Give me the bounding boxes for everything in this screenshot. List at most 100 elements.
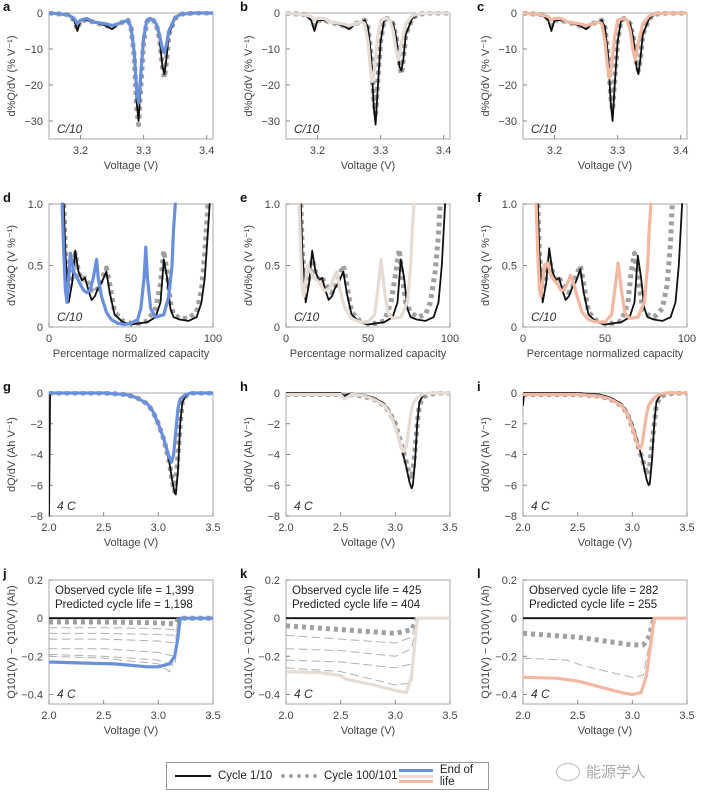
y-tick-label: −6 xyxy=(267,480,280,492)
series-group xyxy=(534,202,683,326)
x-tick-label: 0 xyxy=(520,333,526,345)
panel-letter: j xyxy=(2,566,7,581)
series-line-intermediate xyxy=(49,617,181,657)
y-tick-label: 0 xyxy=(511,8,517,20)
panel-letter: f xyxy=(477,190,482,205)
rate-label: C/10 xyxy=(294,122,320,136)
y-tick-label: 1.0 xyxy=(265,199,280,211)
x-axis-label: Voltage (V) xyxy=(578,537,632,549)
y-tick-label: −0.2 xyxy=(258,651,280,663)
y-tick-label: 0 xyxy=(511,388,517,400)
plot-frame xyxy=(48,392,214,517)
y-tick-label: −0.4 xyxy=(21,689,43,701)
rate-label: 4 C xyxy=(57,499,76,513)
x-tick-label: 50 xyxy=(362,333,374,345)
series-line-end-of-life xyxy=(523,616,687,697)
y-tick-label: 0 xyxy=(37,613,43,625)
x-tick-label: 0 xyxy=(46,333,52,345)
series-group xyxy=(49,391,213,517)
series-line-intermediate xyxy=(49,617,181,644)
wechat-bubble-icon xyxy=(556,762,580,781)
y-axis-label: Q101(V) − Q10(V) (Ah) xyxy=(243,585,255,698)
series-group xyxy=(286,616,450,695)
rate-label: C/10 xyxy=(294,310,320,324)
annotation-text: Predicted cycle life = 255 xyxy=(529,599,657,611)
x-tick-label: 3.0 xyxy=(151,522,166,534)
series-line-cycle-1-10 xyxy=(523,12,687,122)
legend: Cycle 1/10 Cycle 100/101 End of life xyxy=(166,762,489,790)
y-tick-label: 0.5 xyxy=(265,261,280,273)
x-tick-label: 3.5 xyxy=(205,522,220,534)
series-line-intermediate xyxy=(49,617,181,636)
series-group xyxy=(523,11,687,122)
panel-d: d 0 50 100 0 0.5 1.0 Percentage normalized capa… xyxy=(3,190,222,360)
y-tick-label: −4 xyxy=(504,450,517,462)
annotation-text: Observed cycle life = 425 xyxy=(292,585,421,597)
y-tick-label: −0.2 xyxy=(495,651,517,663)
y-tick-label: −4 xyxy=(30,450,43,462)
x-tick-label: 2.5 xyxy=(333,522,348,534)
y-tick-label: −20 xyxy=(24,80,43,92)
x-tick-label: 3.3 xyxy=(136,145,151,157)
y-axis-label: dV/d%Q (V %⁻¹) xyxy=(6,225,18,306)
panel-i: i 2.0 2.5 3.0 3.5 0 −2 −4 −6 −8 Voltage (V) dQ/dV (… xyxy=(477,379,695,549)
y-tick-label: −2 xyxy=(504,419,517,431)
y-tick-label: −8 xyxy=(267,511,280,523)
x-tick-label: 2.5 xyxy=(570,710,585,722)
panel-b: b 3.2 3.3 3.4 0 −10 −20 −30 Voltage (V) d%Q/dV (%… xyxy=(240,0,451,172)
annotation-text: Predicted cycle life = 1,198 xyxy=(55,599,193,611)
y-tick-label: −8 xyxy=(504,511,517,523)
x-tick-label: 3.5 xyxy=(679,522,694,534)
rate-label: C/10 xyxy=(531,310,557,324)
series-group xyxy=(286,11,450,126)
x-tick-label: 3.4 xyxy=(673,145,688,157)
annotation-text: Observed cycle life = 1,399 xyxy=(55,585,194,597)
series-line-cycle-1-10 xyxy=(299,203,447,326)
x-tick-label: 3.0 xyxy=(388,710,403,722)
series-line-cycle-1-10 xyxy=(536,203,683,326)
series-line-end-of-life xyxy=(297,202,416,324)
series-line-intermediate xyxy=(49,617,181,667)
y-tick-label: −10 xyxy=(261,44,280,56)
plot-frame xyxy=(285,12,451,140)
x-tick-label: 100 xyxy=(204,333,222,345)
y-tick-label: −6 xyxy=(30,480,43,492)
rate-label: 4 C xyxy=(531,499,550,513)
x-tick-label: 3.5 xyxy=(205,710,220,722)
y-tick-label: 0.5 xyxy=(28,261,43,273)
panel-letter: c xyxy=(477,0,484,14)
panel-letter: a xyxy=(3,0,11,14)
x-axis-label: Percentage normalized capacity xyxy=(290,348,447,360)
y-tick-label: −20 xyxy=(261,80,280,92)
series-line-intermediate xyxy=(286,617,418,657)
legend-label: Cycle 1/10 xyxy=(218,770,273,782)
x-tick-label: 3.3 xyxy=(610,145,625,157)
series-line-cycle-100-101 xyxy=(523,391,687,477)
series-line-end-of-life xyxy=(286,11,450,84)
legend-item-cycle-100-101: Cycle 100/101 xyxy=(281,763,398,789)
series-line-end-of-life xyxy=(523,391,687,450)
plot-frame xyxy=(285,579,451,705)
series-group xyxy=(49,615,213,673)
panel-letter: l xyxy=(477,566,481,581)
x-tick-label: 3.0 xyxy=(151,710,166,722)
rate-label: 4 C xyxy=(294,499,313,513)
x-tick-label: 2.5 xyxy=(333,710,348,722)
y-tick-label: −2 xyxy=(267,419,280,431)
y-tick-label: 0 xyxy=(511,322,517,334)
series-line-end-of-life xyxy=(49,11,213,105)
legend-swatch-solid xyxy=(175,775,211,777)
legend-item-end-of-life: End of life xyxy=(399,763,488,789)
legend-label: Cycle 100/101 xyxy=(324,770,398,782)
y-tick-label: 1.0 xyxy=(28,199,43,211)
plot-frame xyxy=(48,579,214,705)
x-tick-label: 100 xyxy=(441,333,459,345)
legend-swatch-dotted xyxy=(281,774,317,778)
series-line-end-of-life xyxy=(534,202,653,324)
y-tick-label: 0 xyxy=(274,613,280,625)
series-line-cycle-1-10 xyxy=(286,12,450,126)
panel-g: g 2.0 2.5 3.0 3.5 0 −2 −4 −6 −8 Voltage (V) dQ/dV (… xyxy=(3,379,221,549)
y-axis-label: dV/d%Q (V %⁻¹) xyxy=(243,225,255,306)
series-line-cycle-1-10 xyxy=(286,392,450,490)
x-tick-label: 3.2 xyxy=(310,145,325,157)
